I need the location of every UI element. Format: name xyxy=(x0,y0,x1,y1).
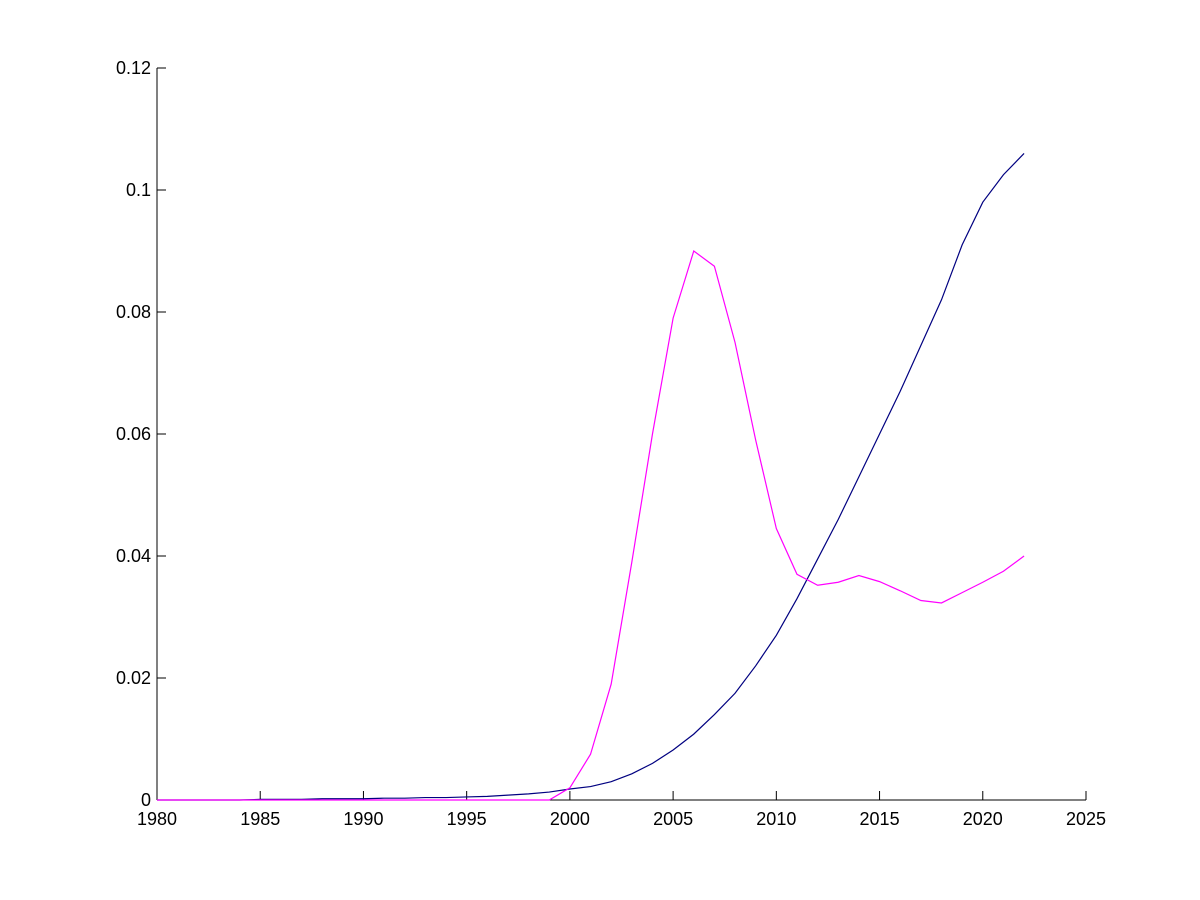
x-tick-label: 1985 xyxy=(240,809,280,829)
line-series xyxy=(157,152,1025,801)
x-tick-label: 2015 xyxy=(860,809,900,829)
x-tick-label: 2025 xyxy=(1066,809,1106,829)
x-tick-label: 1990 xyxy=(343,809,383,829)
y-tick-label: 0.12 xyxy=(116,58,151,78)
line-series xyxy=(157,250,1025,801)
x-tick-label: 1995 xyxy=(447,809,487,829)
y-tick-label: 0 xyxy=(141,790,151,810)
x-tick-label: 2010 xyxy=(756,809,796,829)
x-tick-label: 1980 xyxy=(137,809,177,829)
y-tick-label: 0.02 xyxy=(116,668,151,688)
y-tick-label: 0.08 xyxy=(116,302,151,322)
y-tick-label: 0.1 xyxy=(126,180,151,200)
x-tick-label: 2005 xyxy=(653,809,693,829)
y-tick-label: 0.06 xyxy=(116,424,151,444)
x-tick-label: 2000 xyxy=(550,809,590,829)
y-tick-label: 0.04 xyxy=(116,546,151,566)
x-tick-label: 2020 xyxy=(963,809,1003,829)
